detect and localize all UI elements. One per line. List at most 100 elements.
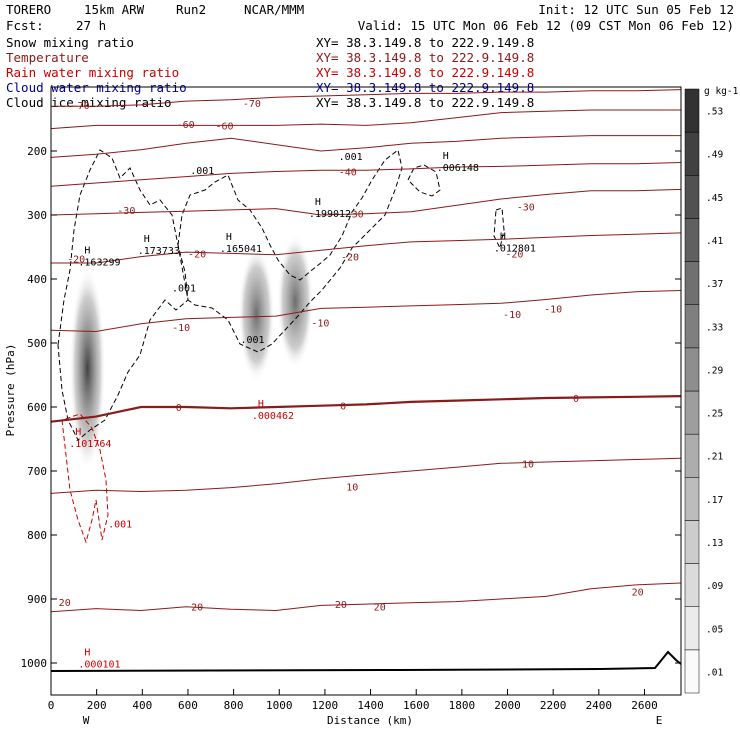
isotherm-line	[51, 109, 681, 130]
x-tick-label: 1400	[357, 699, 384, 712]
field-name-temperature: Temperature	[6, 50, 89, 65]
isotherm-label: 10	[522, 459, 534, 470]
isotherm-label: -20	[341, 253, 359, 264]
isotherm-label: -20	[188, 249, 206, 260]
cloud-ice-outline-far-east	[493, 207, 505, 250]
isotherm-label: 20	[59, 598, 71, 609]
isotherm-label: -10	[172, 323, 190, 334]
field-xy-rain: XY= 38.3.149.8 to 222.9.149.8	[316, 65, 534, 80]
y-tick-label: 400	[27, 273, 47, 286]
isotherm-label: 20	[632, 587, 644, 598]
colorbar-segment	[684, 390, 700, 435]
temperature-contours	[51, 89, 681, 613]
header-model: TORERO	[6, 2, 51, 17]
x-tick-label: 2400	[586, 699, 613, 712]
colorbar-tick-label: .37	[706, 279, 723, 290]
max-marker: H	[75, 427, 81, 438]
colorbar-segment	[684, 304, 700, 349]
max-value: .101764	[69, 439, 111, 450]
colorbar-segment	[684, 563, 700, 607]
isotherm-label: 10	[346, 482, 358, 493]
colorbar: g kg-1 .01 .05 .09 .13 .17 .21 .25 .29 .33 .37 .41…	[684, 86, 739, 694]
field-list: Snow mixing ratio XY= 38.3.149.8 to 222.…	[6, 35, 534, 110]
max-value: .012801	[494, 244, 536, 255]
isotherm-label: -20	[505, 249, 523, 260]
header-run: Run2	[176, 2, 206, 17]
colorbar-segment	[684, 520, 700, 564]
isotherm-label: -20	[67, 255, 85, 266]
terrain	[51, 650, 681, 672]
colorbar-tick-label: .29	[706, 365, 723, 376]
isotherm-label: 0	[176, 403, 182, 414]
colorbar-tick-label: .09	[706, 581, 723, 592]
isotherm-label: -30	[346, 210, 364, 221]
y-tick-label: 900	[27, 593, 47, 606]
header: TORERO 15km ARW Run2 NCAR/MMM Init: 12 U…	[6, 2, 734, 33]
colorbar-segment	[684, 649, 700, 694]
x-tick-label: 400	[132, 699, 152, 712]
colorbar-tick-label: .13	[706, 538, 723, 549]
x-tick-label: 2200	[540, 699, 567, 712]
max-marker: H	[443, 151, 449, 162]
isotherm-label: -40	[339, 167, 357, 178]
x-tick-label: 1200	[312, 699, 339, 712]
colorbar-segment	[684, 347, 700, 392]
max-value: .000101	[78, 660, 120, 671]
isotherm-label: -10	[503, 310, 521, 321]
max-marker: H	[226, 232, 232, 243]
isotherm-label: 20	[191, 603, 203, 614]
isotherm-label: -30	[117, 206, 135, 217]
colorbar-tick-label: .05	[706, 624, 723, 635]
isotherm-line	[51, 188, 681, 216]
colorbar-segment	[684, 477, 700, 521]
colorbar-tick-label: .41	[706, 236, 723, 247]
colorbar-segment	[684, 433, 700, 478]
colorbar-tick-label: .21	[706, 452, 723, 463]
y-tick-label: 600	[27, 401, 47, 414]
field-name-cloud-ice: Cloud ice mixing ratio	[6, 95, 172, 110]
x-axis-label: Distance (km)	[327, 714, 413, 727]
max-value: .199012	[309, 209, 351, 220]
y-axis-label: Pressure (hPa)	[4, 344, 17, 437]
max-marker: H	[144, 234, 150, 245]
x-axis: 0 200 400 600 800 1000 1200 1400 1600 1800 2000 220…	[48, 689, 658, 712]
isotherm-label: -30	[517, 203, 535, 214]
colorbar-segment	[684, 175, 700, 219]
x-tick-label: 800	[224, 699, 244, 712]
field-name-rain: Rain water mixing ratio	[6, 65, 179, 80]
isotherm-label: -10	[544, 304, 562, 315]
y-tick-label: 500	[27, 337, 47, 350]
snow-core	[277, 234, 314, 369]
contour-label: .001	[240, 335, 264, 346]
max-value: .165041	[220, 244, 262, 255]
colorbar-tick-label: .33	[706, 322, 723, 333]
east-end-label: E	[656, 714, 663, 727]
field-xy-temperature: XY= 38.3.149.8 to 222.9.149.8	[316, 50, 534, 65]
isotherm-line	[51, 135, 681, 158]
isotherm-label: -70	[72, 101, 90, 112]
x-tick-label: 1600	[403, 699, 430, 712]
isotherm-label: 0	[573, 394, 579, 405]
snow-core	[238, 247, 275, 382]
max-value: .163299	[78, 258, 120, 269]
snow-core	[69, 266, 106, 471]
x-tick-label: 1800	[449, 699, 476, 712]
plot-frame	[50, 86, 682, 696]
header-org: NCAR/MMM	[244, 2, 304, 17]
colorbar-tick-label: .25	[706, 409, 723, 420]
rain-water-contours	[61, 413, 109, 544]
colorbar-segment	[684, 88, 700, 133]
max-marker: H	[258, 399, 264, 410]
colorbar-unit: g kg-1	[704, 86, 739, 97]
colorbar-segment	[684, 261, 700, 305]
west-end-label: W	[83, 714, 90, 727]
y-tick-label: 300	[27, 209, 47, 222]
isotherm-label: -70	[243, 99, 261, 110]
header-init: Init: 12 UTC Sun 05 Feb 12	[538, 2, 734, 17]
field-xy-cloud-ice: XY= 38.3.149.8 to 222.9.149.8	[316, 95, 534, 110]
max-value: .006148	[437, 163, 479, 174]
colorbar-segment	[684, 606, 700, 651]
isotherm-label: -60	[215, 121, 233, 132]
header-resolution: 15km ARW	[84, 2, 145, 17]
